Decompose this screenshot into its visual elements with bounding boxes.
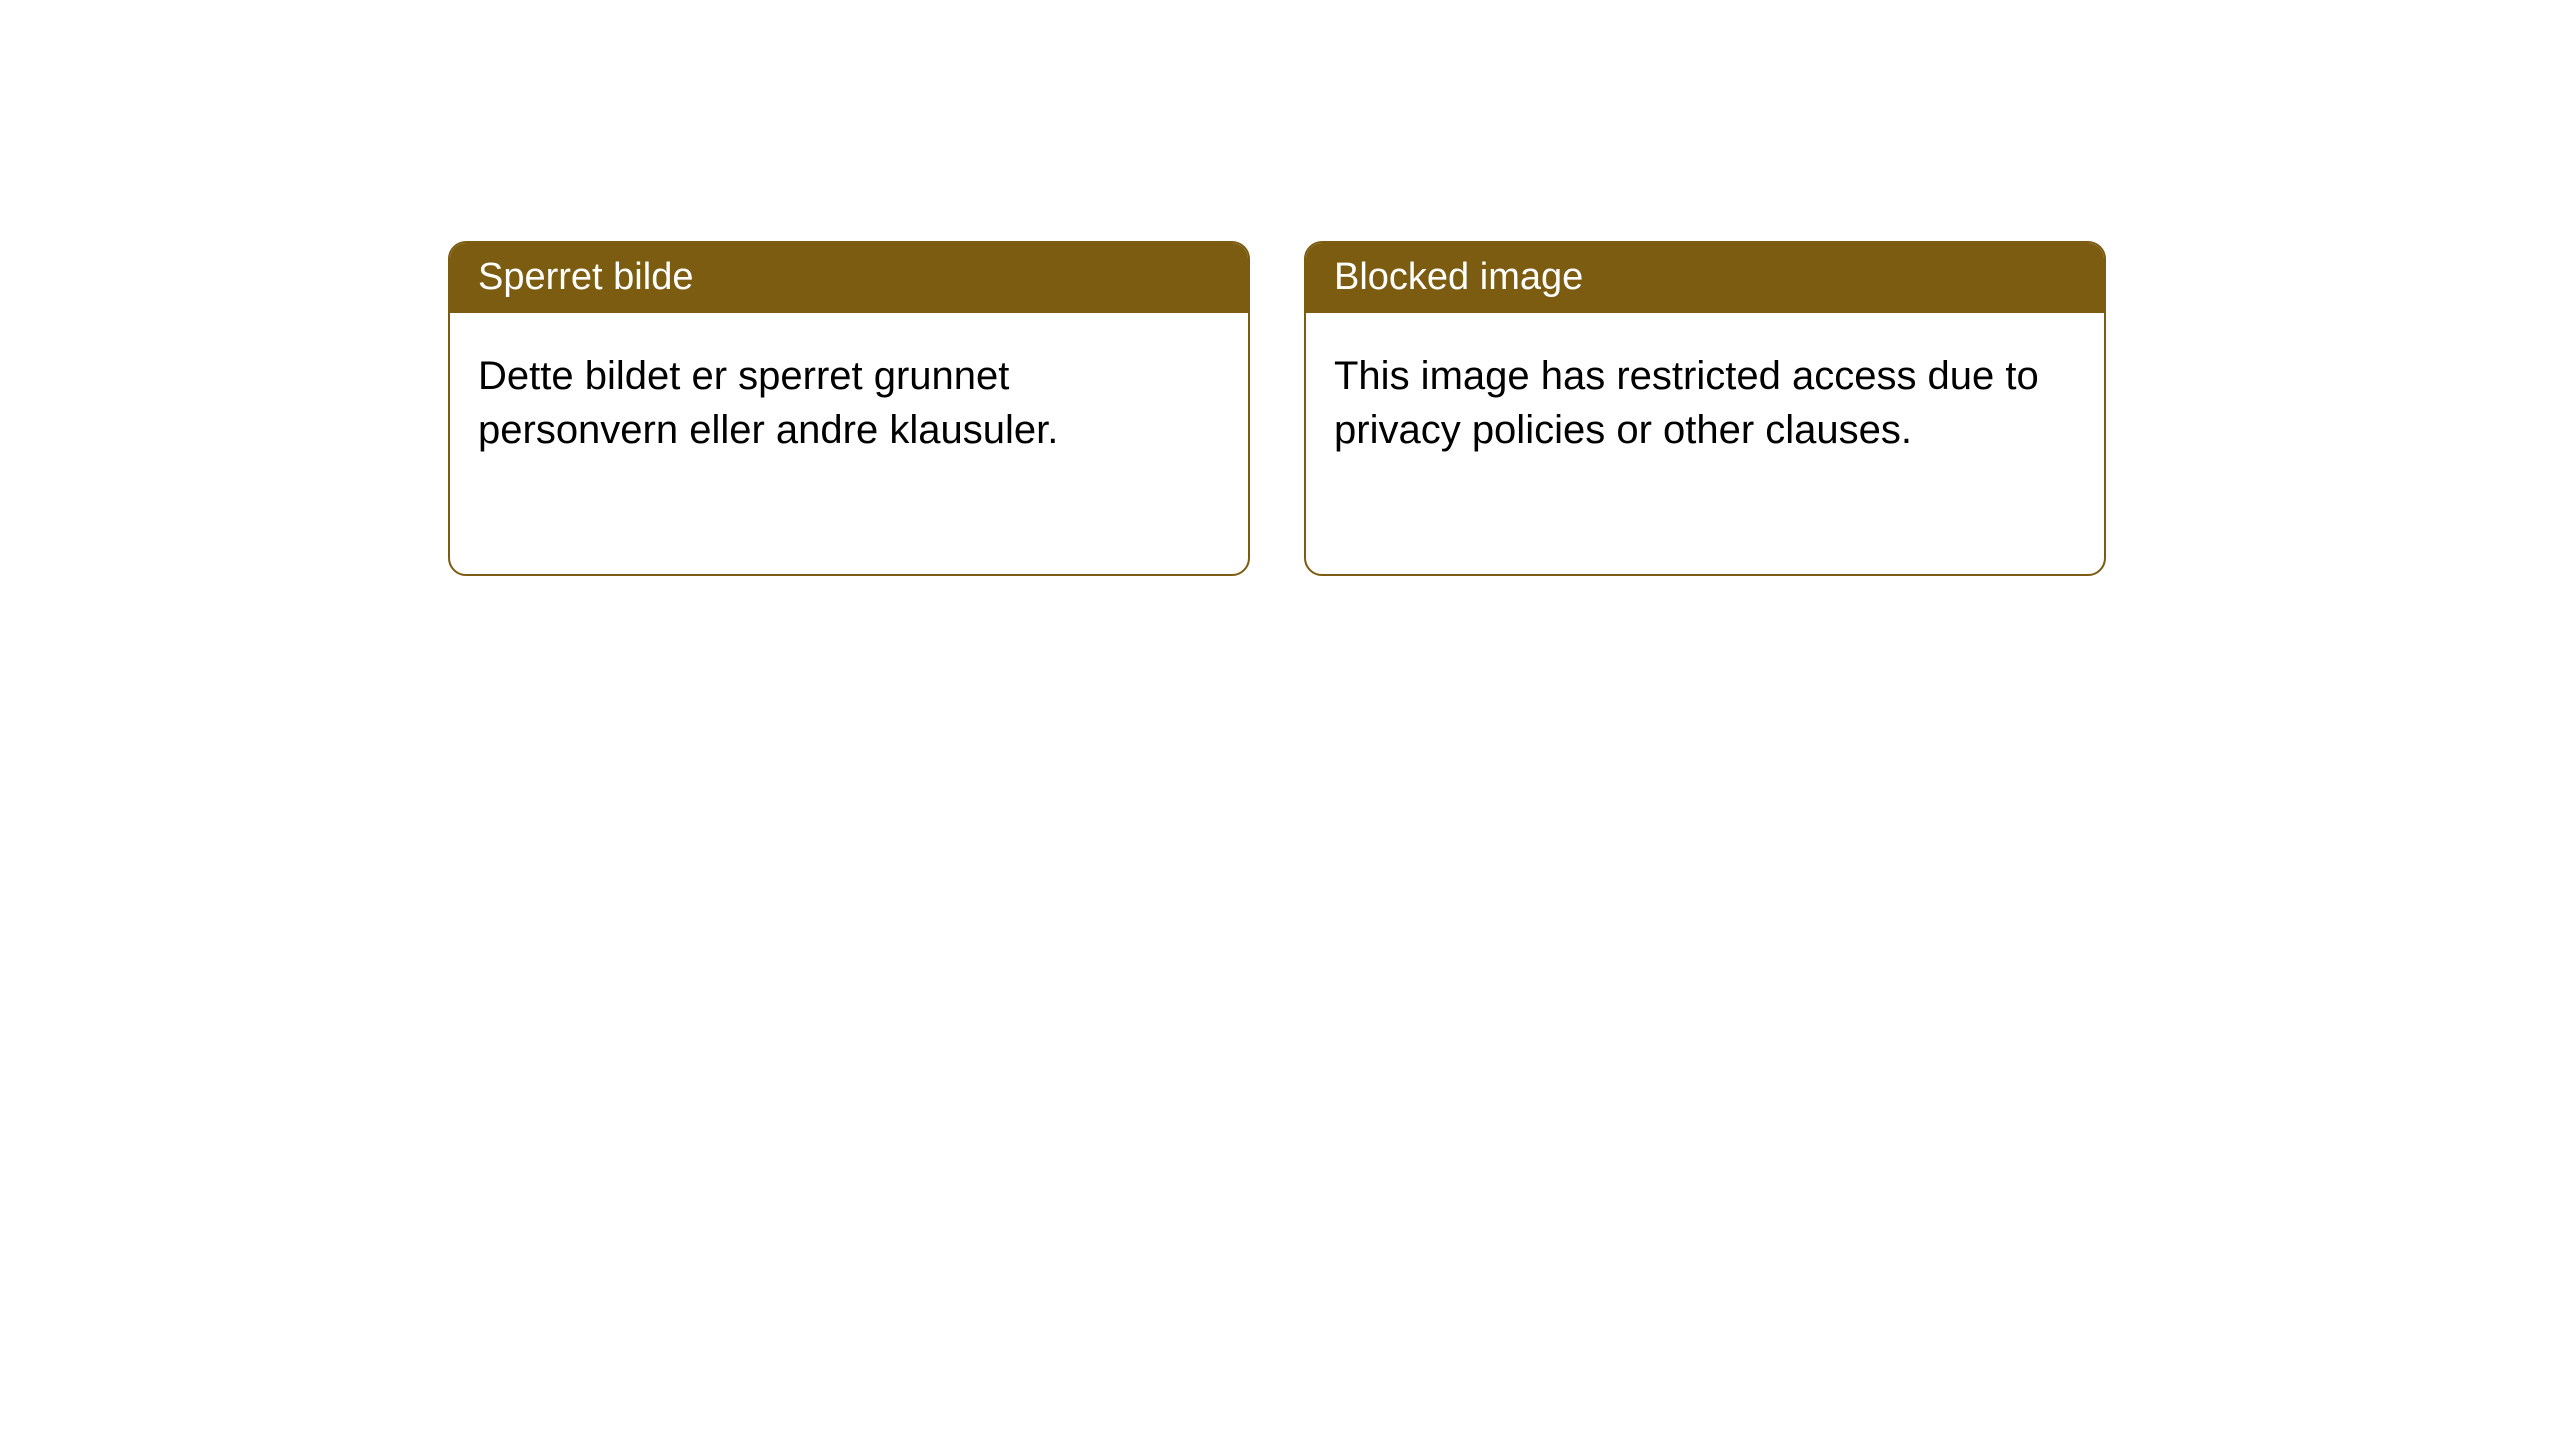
notice-card-english: Blocked image This image has restricted … bbox=[1304, 241, 2106, 576]
notice-header-english: Blocked image bbox=[1306, 243, 2104, 313]
notice-card-norwegian: Sperret bilde Dette bildet er sperret gr… bbox=[448, 241, 1250, 576]
notice-body-english: This image has restricted access due to … bbox=[1306, 313, 2104, 493]
notice-header-norwegian: Sperret bilde bbox=[450, 243, 1248, 313]
notice-container: Sperret bilde Dette bildet er sperret gr… bbox=[448, 241, 2106, 576]
notice-body-norwegian: Dette bildet er sperret grunnet personve… bbox=[450, 313, 1248, 493]
